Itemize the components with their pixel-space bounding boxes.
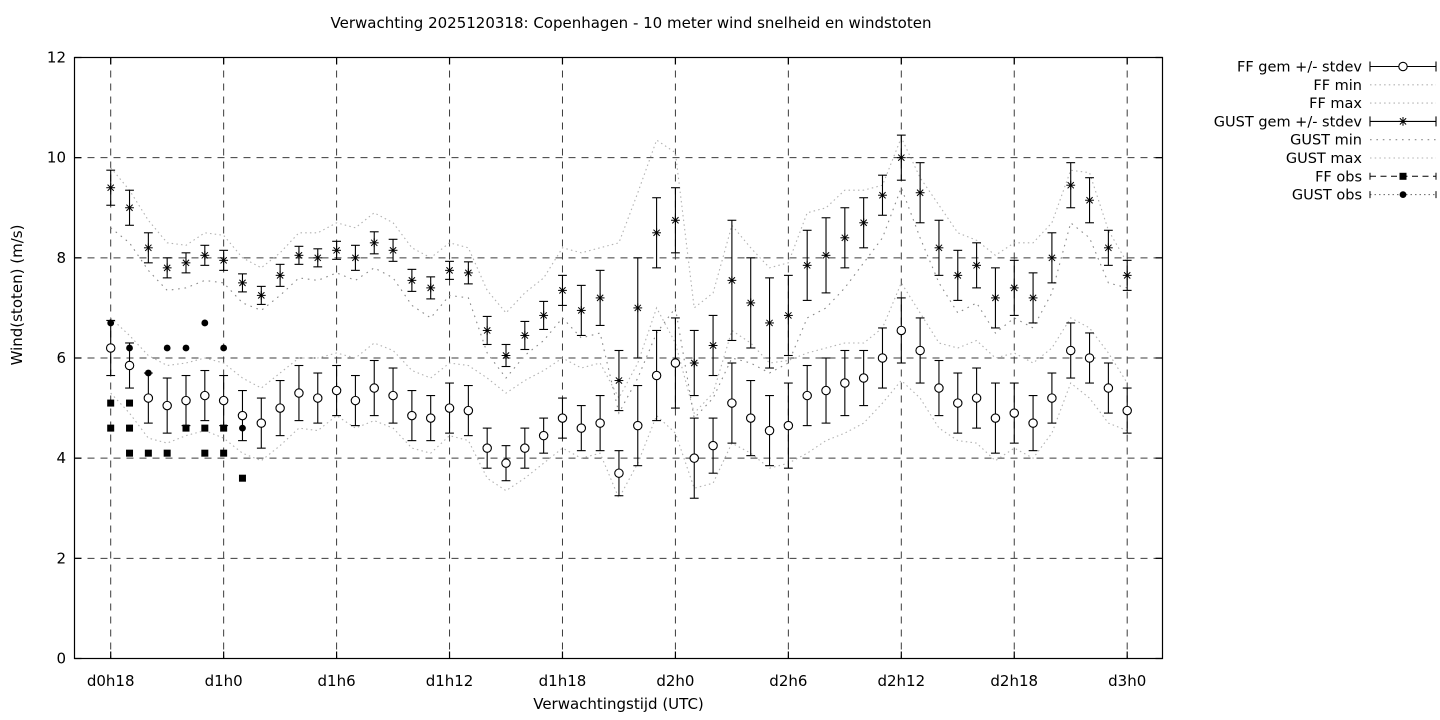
svg-text:12: 12 (47, 49, 66, 67)
svg-text:GUST max: GUST max (1286, 151, 1363, 167)
svg-text:d3h0: d3h0 (1108, 672, 1146, 690)
svg-text:d1h0: d1h0 (205, 672, 243, 690)
svg-text:10: 10 (47, 149, 66, 167)
svg-text:8: 8 (56, 249, 66, 267)
svg-text:d2h6: d2h6 (769, 672, 807, 690)
svg-text:0: 0 (56, 650, 66, 668)
chart-title: Verwachting 2025120318: Copenhagen - 10 … (330, 14, 932, 32)
svg-text:GUST gem +/- stdev: GUST gem +/- stdev (1214, 114, 1363, 130)
svg-text:GUST min: GUST min (1290, 133, 1362, 149)
svg-text:d1h12: d1h12 (426, 672, 474, 690)
svg-text:FF obs: FF obs (1315, 169, 1362, 185)
svg-text:FF gem +/- stdev: FF gem +/- stdev (1237, 60, 1362, 76)
svg-text:d1h6: d1h6 (318, 672, 356, 690)
svg-text:6: 6 (56, 349, 66, 367)
svg-text:d2h18: d2h18 (990, 672, 1038, 690)
svg-text:d1h18: d1h18 (539, 672, 587, 690)
x-axis-label: Verwachtingstijd (UTC) (533, 695, 704, 713)
svg-text:d2h0: d2h0 (656, 672, 694, 690)
svg-text:4: 4 (56, 449, 66, 467)
svg-text:d0h18: d0h18 (87, 672, 135, 690)
svg-text:2: 2 (56, 549, 66, 567)
svg-text:d2h12: d2h12 (877, 672, 925, 690)
svg-text:GUST obs: GUST obs (1292, 188, 1362, 204)
svg-text:FF max: FF max (1309, 96, 1362, 112)
svg-text:FF min: FF min (1313, 78, 1362, 94)
